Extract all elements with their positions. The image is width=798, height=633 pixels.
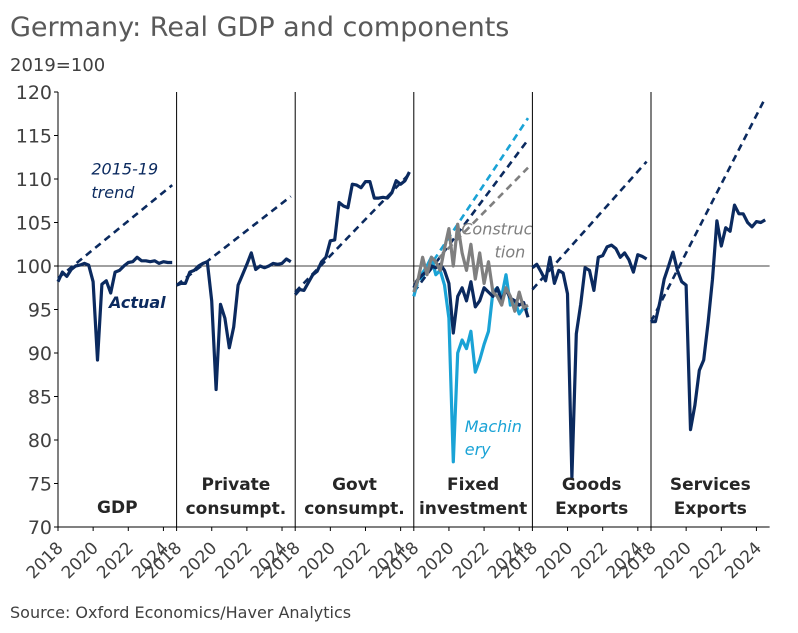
series-line-actual	[531, 243, 648, 479]
series-annotation: Machin	[465, 417, 522, 436]
series-line-trend	[531, 160, 648, 291]
series-line-actual	[293, 171, 411, 296]
panel-label: Private	[201, 475, 270, 495]
panel-label: Exports	[555, 499, 628, 519]
y-tick-label: 100	[16, 256, 52, 278]
x-tick-label: 2020	[58, 538, 103, 583]
series-line-trend	[412, 139, 530, 293]
panel-label: consumpt.	[186, 499, 287, 519]
source-note: Source: Oxford Economics/Haver Analytics	[10, 603, 352, 622]
x-tick-label: 2020	[295, 538, 340, 583]
x-tick-label: 2022	[93, 538, 138, 583]
x-tick-label: 2022	[330, 538, 375, 583]
panel-label: Services	[670, 475, 751, 495]
series-annotation: tion	[495, 242, 526, 261]
series-line-construction	[412, 222, 529, 313]
x-tick-label: 2022	[212, 538, 257, 583]
y-tick-label: 95	[28, 300, 52, 322]
y-tick-label: 70	[28, 517, 52, 539]
panel-label: Fixed	[447, 475, 499, 495]
y-tick-label: 115	[16, 126, 52, 148]
panel-label: consumpt.	[304, 499, 405, 519]
series-annotation: Actual	[107, 293, 166, 312]
series-annotation: Construc	[461, 220, 532, 239]
chart-area: 70 75 80 85 90 95 100 105 110 115 120 2015-19 trend A…	[16, 82, 770, 583]
series-annotation: trend	[91, 183, 135, 202]
panel-label: Govt	[332, 475, 377, 495]
series-line-actual	[651, 203, 767, 432]
x-tick-label: 2020	[414, 538, 459, 583]
panel-label: investment	[419, 499, 527, 519]
chart-title: Germany: Real GDP and components	[10, 12, 510, 43]
y-tick-label: 110	[16, 169, 52, 191]
y-tick-label: 85	[28, 387, 52, 409]
y-tick-label: 75	[28, 474, 52, 496]
y-tick-label: 80	[28, 430, 52, 452]
series-line-actual	[176, 251, 292, 392]
series-line-actual	[56, 255, 173, 362]
series-annotation: 2015-19	[91, 160, 158, 179]
panel-label: Exports	[674, 499, 747, 519]
series-line-trend-machinery	[412, 117, 530, 292]
x-tick-label: 2020	[532, 538, 577, 583]
y-tick-label: 90	[28, 343, 52, 365]
series-line-trend	[175, 195, 292, 287]
x-tick-label: 2024	[721, 538, 766, 583]
chart-subtitle: 2019=100	[10, 55, 106, 76]
x-tick-label: 2020	[177, 538, 222, 583]
y-tick-label: 105	[16, 213, 52, 235]
x-tick-label: 2020	[651, 538, 696, 583]
x-tick-label: 2018	[23, 538, 68, 583]
x-tick-label: 2022	[686, 538, 731, 583]
series-line-trend	[57, 184, 174, 280]
series-annotation: ery	[465, 440, 491, 459]
series-line-trend	[649, 97, 767, 323]
y-tick-label: 120	[16, 82, 52, 104]
panel-label: Goods	[562, 475, 622, 495]
panel-label: GDP	[97, 498, 138, 518]
x-tick-label: 2022	[567, 538, 612, 583]
series-line-trend	[294, 172, 411, 294]
x-tick-label: 2022	[449, 538, 494, 583]
